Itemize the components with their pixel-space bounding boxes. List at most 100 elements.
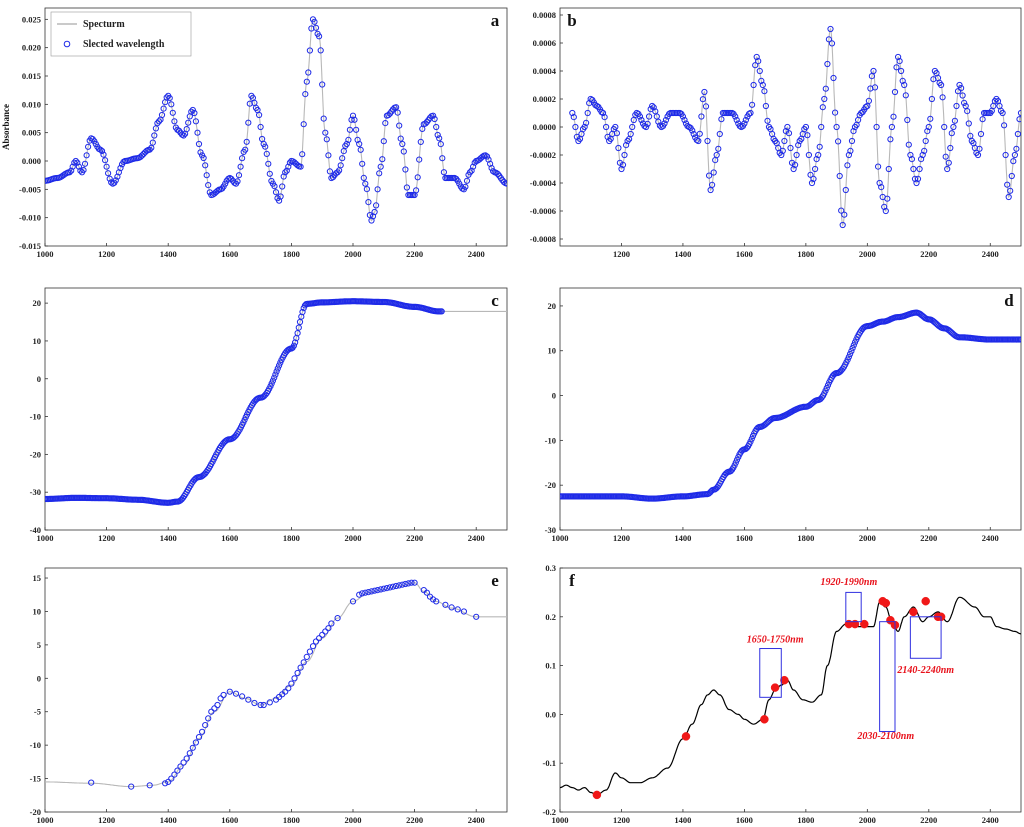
data-point bbox=[266, 170, 273, 177]
annotation-label: 1920-1990nm bbox=[821, 577, 878, 588]
x-tick-label: 2400 bbox=[468, 815, 485, 825]
data-point bbox=[907, 151, 914, 159]
data-point bbox=[939, 94, 946, 101]
data-point bbox=[603, 123, 610, 131]
data-point bbox=[199, 728, 206, 735]
x-tick-label: 1200 bbox=[98, 815, 115, 825]
y-tick-label: 0.0002 bbox=[533, 94, 556, 104]
y-tick-label: -0.0004 bbox=[530, 178, 557, 188]
data-point bbox=[208, 708, 215, 715]
data-point bbox=[343, 140, 350, 148]
data-point bbox=[77, 167, 84, 174]
data-point bbox=[808, 179, 816, 187]
y-tick-label: 0.0000 bbox=[533, 122, 556, 132]
x-tick-label: 1000 bbox=[37, 533, 54, 543]
x-tick-label: 1000 bbox=[37, 249, 54, 259]
panel-label: e bbox=[491, 571, 499, 590]
y-tick-label: -30 bbox=[30, 487, 41, 497]
data-point bbox=[197, 149, 204, 156]
x-tick-label: 1400 bbox=[160, 249, 177, 259]
data-point bbox=[349, 112, 357, 119]
data-point bbox=[460, 608, 467, 615]
data-point bbox=[948, 130, 955, 137]
series-line bbox=[45, 300, 507, 504]
data-point bbox=[570, 114, 577, 121]
x-tick-label: 2200 bbox=[406, 815, 423, 825]
data-point bbox=[436, 135, 443, 142]
plot-area bbox=[569, 25, 1021, 229]
y-tick-label: 0.0006 bbox=[533, 38, 556, 48]
data-point bbox=[305, 69, 312, 76]
y-tick-label: 0.025 bbox=[22, 14, 41, 24]
chart-panel-f: 1000 1200 1400 1600 1800 2000 2200 2400 -0.2 -0.1… bbox=[543, 563, 1022, 825]
y-tick-label: 0 bbox=[37, 374, 41, 384]
data-point bbox=[200, 154, 207, 162]
data-point bbox=[893, 64, 900, 71]
y-axis-label: Absorbance bbox=[1, 104, 11, 150]
y-tick-label: -0.0006 bbox=[530, 206, 556, 216]
data-point bbox=[696, 130, 703, 137]
data-point bbox=[316, 33, 323, 40]
plot-frame bbox=[44, 567, 508, 813]
data-point bbox=[360, 174, 367, 181]
data-point bbox=[848, 137, 856, 145]
data-point bbox=[569, 109, 576, 117]
data-point bbox=[870, 67, 877, 75]
data-point bbox=[362, 589, 369, 596]
data-point bbox=[612, 123, 619, 131]
data-point bbox=[276, 197, 283, 204]
data-point bbox=[411, 579, 418, 586]
y-tick-label: 20 bbox=[33, 298, 42, 308]
data-point bbox=[288, 680, 295, 687]
data-point bbox=[850, 128, 857, 135]
annotation-box bbox=[759, 648, 782, 698]
data-point bbox=[117, 164, 124, 172]
data-point bbox=[823, 384, 830, 392]
data-point bbox=[188, 108, 195, 115]
data-point bbox=[103, 163, 110, 170]
data-point bbox=[374, 186, 381, 193]
data-point bbox=[636, 113, 644, 120]
data-point bbox=[394, 109, 401, 116]
data-point bbox=[573, 133, 581, 140]
data-point bbox=[882, 207, 889, 215]
data-point bbox=[752, 62, 759, 69]
data-point bbox=[192, 118, 199, 125]
data-point bbox=[271, 183, 278, 190]
data-point bbox=[385, 112, 392, 119]
data-point bbox=[400, 148, 407, 155]
data-point bbox=[650, 104, 657, 111]
data-point bbox=[881, 598, 891, 608]
data-point bbox=[319, 631, 326, 638]
data-point bbox=[309, 643, 317, 650]
x-tick-label: 1800 bbox=[797, 533, 814, 543]
data-point bbox=[618, 165, 625, 173]
data-point bbox=[203, 172, 210, 179]
data-point bbox=[681, 116, 688, 124]
x-tick-label: 1400 bbox=[674, 815, 691, 825]
data-point bbox=[760, 715, 769, 724]
data-point bbox=[237, 163, 244, 170]
data-point bbox=[88, 779, 95, 786]
data-point bbox=[887, 136, 894, 143]
data-point bbox=[750, 81, 757, 89]
data-point bbox=[623, 142, 630, 149]
data-point bbox=[246, 100, 253, 107]
data-point bbox=[805, 151, 813, 159]
data-point bbox=[185, 119, 192, 126]
data-point bbox=[323, 136, 330, 143]
y-tick-label: 0.0008 bbox=[533, 10, 556, 20]
data-point bbox=[905, 141, 912, 148]
data-point bbox=[431, 115, 438, 123]
data-point bbox=[69, 163, 76, 170]
data-point bbox=[276, 362, 283, 369]
data-point bbox=[165, 778, 172, 786]
data-point bbox=[795, 142, 802, 149]
data-point bbox=[359, 590, 366, 597]
data-point bbox=[442, 601, 449, 608]
data-point bbox=[762, 102, 770, 110]
data-point bbox=[257, 123, 264, 131]
data-point bbox=[359, 160, 366, 167]
data-point bbox=[681, 732, 691, 741]
x-tick-label: 1200 bbox=[98, 249, 115, 259]
